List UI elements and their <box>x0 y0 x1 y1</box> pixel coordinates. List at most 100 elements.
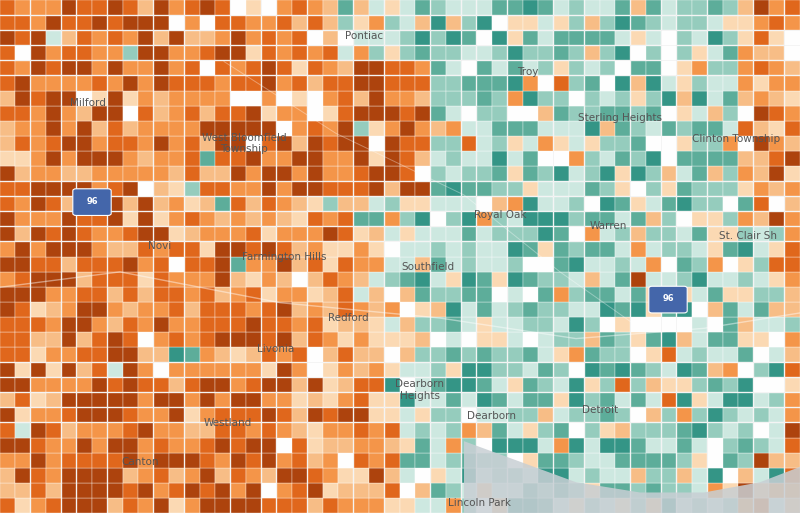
Bar <box>170 318 184 332</box>
Bar <box>308 378 322 392</box>
Bar <box>508 46 522 61</box>
Bar <box>415 287 430 302</box>
Bar <box>323 1 338 15</box>
Bar <box>430 136 446 151</box>
Bar <box>77 46 92 61</box>
Bar <box>446 91 461 106</box>
Bar <box>738 332 754 347</box>
Bar <box>185 347 199 362</box>
Bar <box>554 242 569 256</box>
Bar <box>523 227 538 242</box>
Bar <box>770 61 784 75</box>
Bar <box>30 212 46 226</box>
Bar <box>630 196 646 211</box>
Bar <box>230 408 246 423</box>
Bar <box>754 332 769 347</box>
Bar <box>754 363 769 377</box>
Bar <box>430 332 446 347</box>
Bar <box>785 151 799 166</box>
Bar <box>446 483 461 498</box>
Bar <box>508 1 522 15</box>
FancyBboxPatch shape <box>73 189 111 215</box>
Bar <box>170 423 184 438</box>
Bar <box>785 212 799 226</box>
Bar <box>508 483 522 498</box>
Bar <box>477 393 492 407</box>
Bar <box>630 61 646 75</box>
Bar <box>385 15 399 30</box>
Bar <box>154 453 169 468</box>
Bar <box>46 1 61 15</box>
Bar <box>385 287 399 302</box>
Bar <box>708 393 722 407</box>
Bar <box>338 212 354 226</box>
Bar <box>430 318 446 332</box>
Bar <box>523 453 538 468</box>
Text: Royal Oak: Royal Oak <box>474 210 526 221</box>
Bar <box>138 196 154 211</box>
Bar <box>30 498 46 513</box>
Text: Dearborn
Heights: Dearborn Heights <box>395 379 445 401</box>
Bar <box>185 46 199 61</box>
Bar <box>108 196 122 211</box>
Bar <box>538 76 554 90</box>
Bar <box>0 378 15 392</box>
Bar <box>30 423 46 438</box>
Bar <box>0 227 15 242</box>
Bar <box>600 242 615 256</box>
Bar <box>570 393 584 407</box>
Bar <box>585 227 599 242</box>
Bar <box>630 453 646 468</box>
Bar <box>230 227 246 242</box>
Bar <box>770 393 784 407</box>
Bar <box>646 453 661 468</box>
Bar <box>662 31 677 45</box>
Bar <box>492 318 507 332</box>
Bar <box>600 272 615 287</box>
Bar <box>323 363 338 377</box>
Bar <box>262 1 277 15</box>
Bar <box>462 166 477 181</box>
Bar <box>754 166 769 181</box>
Bar <box>692 15 707 30</box>
Bar <box>138 15 154 30</box>
Bar <box>108 121 122 136</box>
Bar <box>92 196 107 211</box>
Bar <box>108 46 122 61</box>
Bar <box>185 498 199 513</box>
Bar <box>477 423 492 438</box>
Bar <box>138 498 154 513</box>
Bar <box>215 151 230 166</box>
Bar <box>523 136 538 151</box>
Bar <box>292 136 307 151</box>
Bar <box>200 468 215 483</box>
Bar <box>523 76 538 90</box>
Bar <box>370 468 384 483</box>
Bar <box>662 272 677 287</box>
Bar <box>46 136 61 151</box>
Bar <box>477 483 492 498</box>
Bar <box>708 76 722 90</box>
Bar <box>538 91 554 106</box>
Bar <box>492 408 507 423</box>
Bar <box>108 438 122 452</box>
Bar <box>570 1 584 15</box>
Bar <box>677 91 692 106</box>
Bar <box>770 136 784 151</box>
Bar <box>370 76 384 90</box>
Text: 96: 96 <box>86 196 98 206</box>
Bar <box>277 1 292 15</box>
Bar <box>15 196 30 211</box>
Bar <box>677 438 692 452</box>
Bar <box>46 378 61 392</box>
Bar <box>77 227 92 242</box>
Bar <box>738 287 754 302</box>
Bar <box>646 287 661 302</box>
Bar <box>262 242 277 256</box>
Bar <box>523 91 538 106</box>
Bar <box>570 257 584 271</box>
Bar <box>585 166 599 181</box>
Bar <box>615 136 630 151</box>
Bar <box>570 408 584 423</box>
Bar <box>415 438 430 452</box>
